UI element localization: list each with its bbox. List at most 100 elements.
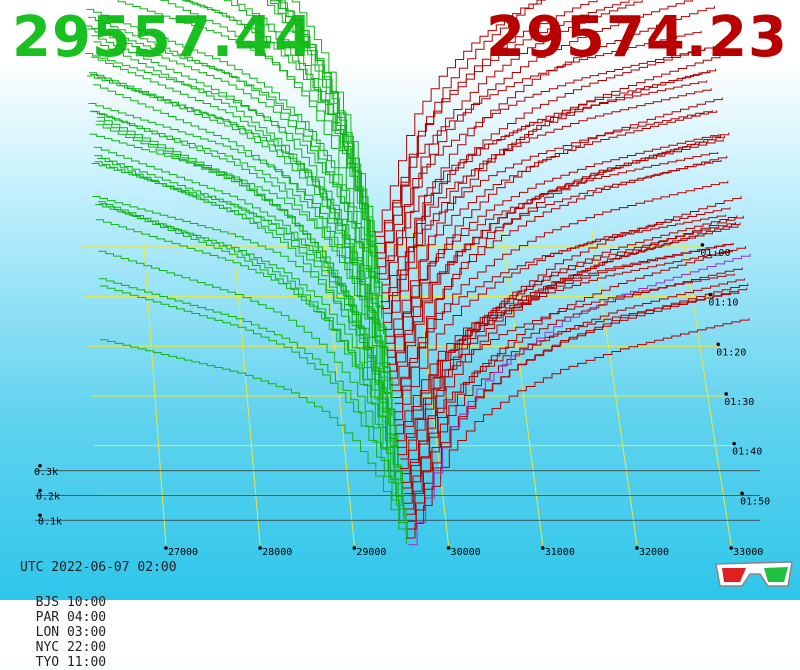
time-tick-label: 01:20 bbox=[716, 347, 746, 358]
clock-beijing: BJS 10:00 bbox=[35, 595, 107, 610]
price-tick-label: 31000 bbox=[545, 547, 575, 558]
bid-depth-line bbox=[270, 0, 383, 319]
bid-depth-line bbox=[96, 120, 403, 490]
price-tick-mark bbox=[635, 546, 639, 550]
time-tick-mark bbox=[708, 292, 713, 297]
bid-depth-line bbox=[93, 41, 396, 439]
ask-depth-line bbox=[390, 135, 725, 386]
bid-depth-line bbox=[272, 0, 377, 270]
bid-depth-line bbox=[277, 0, 383, 309]
time-tick-label: 01:50 bbox=[740, 496, 770, 507]
ask-depth-line bbox=[384, 45, 714, 314]
price-grid-line bbox=[681, 231, 732, 546]
ask-depth-line bbox=[376, 30, 702, 237]
ask-depth-line bbox=[404, 267, 743, 495]
ask-depth-line bbox=[389, 139, 724, 379]
bid-depth-line bbox=[85, 53, 383, 316]
bid-depth-line bbox=[91, 35, 393, 406]
bid-depth-line bbox=[86, 8, 384, 330]
utc-time: UTC 2022-06-07 02:00 bbox=[20, 560, 177, 575]
depth-tick-mark bbox=[38, 463, 42, 468]
bid-depth-line bbox=[84, 25, 380, 299]
bid-depth-line bbox=[98, 278, 405, 524]
price-tick-label: 33000 bbox=[733, 547, 763, 558]
ask-depth-line bbox=[406, 246, 747, 515]
bid-depth-line bbox=[97, 201, 403, 507]
bid-depth-line bbox=[99, 203, 407, 532]
ask-depth-line bbox=[402, 196, 742, 489]
world-clock: BJS 10:00 PAR 04:00 LON 03:00 NYC 22:00 … bbox=[20, 580, 130, 670]
bid-depth-line bbox=[100, 339, 407, 545]
ask-depth-line bbox=[378, 48, 705, 259]
price-tick-mark bbox=[352, 546, 357, 550]
ask-depth-line bbox=[374, 0, 546, 233]
ask-depth-line bbox=[405, 278, 745, 510]
clock-paris: PAR 04:00 bbox=[35, 610, 107, 625]
time-tick-label: 01:00 bbox=[700, 248, 730, 259]
bid-depth-line bbox=[160, 0, 384, 335]
ask-depth-line bbox=[376, 0, 598, 254]
time-tick-mark bbox=[732, 441, 736, 446]
chart-grid bbox=[35, 231, 760, 546]
bid-depth-line bbox=[95, 204, 399, 467]
depth-tick-label: 0.3k bbox=[34, 467, 58, 478]
bid-depth-line bbox=[92, 84, 396, 434]
price-tick-mark bbox=[729, 546, 733, 550]
ask-depth-line bbox=[385, 110, 718, 337]
3d-glasses-icon[interactable] bbox=[712, 556, 796, 590]
bid-depth-line bbox=[96, 219, 402, 483]
bid-depth-line bbox=[88, 16, 387, 356]
price-grid-line bbox=[501, 231, 544, 546]
ask-depth-line bbox=[394, 132, 730, 413]
depth-chart: 27000 28000 29000 30000 31000 32000 33000 01:00… bbox=[34, 0, 770, 558]
depth-tick-label: 0.1k bbox=[38, 516, 62, 527]
price-tick-label: 27000 bbox=[168, 547, 198, 558]
ask-depth-line bbox=[403, 215, 744, 504]
clock-tokyo: TYO 11:00 bbox=[35, 655, 107, 670]
price-tick-mark bbox=[164, 546, 168, 550]
bid-depth-line bbox=[89, 110, 391, 385]
bid-depth-line bbox=[291, 0, 374, 232]
ask-depth-line bbox=[400, 215, 738, 460]
ask-depth-line bbox=[377, 80, 708, 275]
ask-price: 29574.23 bbox=[485, 5, 788, 70]
bid-depth-line bbox=[230, 0, 378, 279]
ask-depth-line bbox=[394, 180, 729, 404]
time-tick-mark bbox=[740, 491, 744, 496]
bid-depth-line bbox=[223, 0, 380, 295]
price-tick-label: 28000 bbox=[262, 547, 292, 558]
bid-depth-line bbox=[279, 0, 376, 259]
price-tick-label: 30000 bbox=[451, 547, 481, 558]
price-tick-label: 29000 bbox=[356, 547, 386, 558]
ask-depth-line bbox=[386, 133, 720, 351]
ask-depth-line bbox=[407, 283, 749, 530]
depth-tick-mark bbox=[38, 513, 42, 518]
bid-depth-line bbox=[97, 158, 404, 504]
ask-depth-line bbox=[399, 225, 739, 469]
time-tick-label: 01:40 bbox=[732, 447, 762, 458]
ask-depth-line bbox=[406, 318, 750, 539]
clock-new-york: NYC 22:00 bbox=[35, 640, 107, 655]
depth-tick-mark bbox=[38, 488, 42, 493]
price-grid-line bbox=[232, 231, 261, 546]
price-tick-mark bbox=[258, 546, 262, 550]
ask-depth-line bbox=[401, 222, 741, 483]
ask-depth-line bbox=[398, 273, 735, 448]
ask-depth-line bbox=[380, 0, 643, 280]
bid-depth-line bbox=[117, 0, 377, 253]
time-tick-mark bbox=[716, 342, 721, 347]
price-grid-line bbox=[591, 231, 638, 546]
bid-depth-lines bbox=[84, 0, 408, 545]
bid-depth-line bbox=[182, 0, 374, 237]
bid-depth-line bbox=[92, 111, 393, 417]
ask-depth-line bbox=[380, 88, 712, 303]
bid-depth-line bbox=[96, 116, 403, 497]
ask-depth-line bbox=[388, 97, 723, 372]
price-tick-mark bbox=[540, 546, 545, 550]
chart-labels: 27000 28000 29000 30000 31000 32000 33000 01:00… bbox=[34, 243, 770, 558]
ask-depth-line bbox=[408, 253, 751, 546]
ask-depth-line bbox=[386, 55, 721, 358]
ask-depth-line bbox=[381, 0, 693, 286]
bid-depth-line bbox=[88, 103, 389, 365]
time-tick-label: 01:10 bbox=[708, 298, 738, 309]
